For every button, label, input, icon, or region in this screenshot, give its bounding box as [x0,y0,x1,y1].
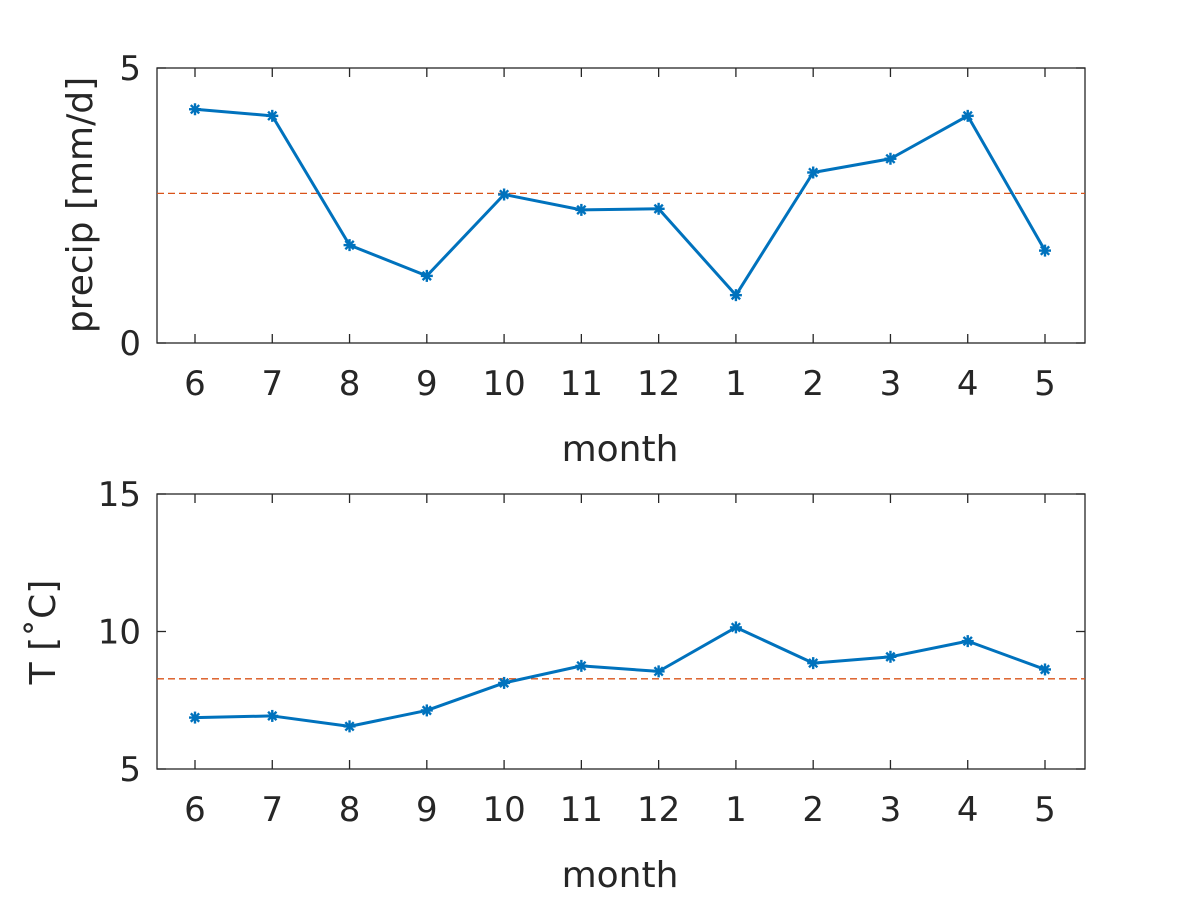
precip-data-point [420,269,433,282]
marker-stroke [962,110,973,121]
temperature-data-point [189,711,201,724]
precip-data-point [961,109,974,122]
marker-stroke [653,203,664,214]
precip-y-tick-label: 5 [119,49,141,89]
temperature-data-point [266,709,279,722]
marker-stroke [730,290,741,301]
temperature-x-ticks: 6 7 8 9 10 11 12 1 2 3 4 5 [184,494,1056,830]
precip-x-tick-label: 4 [957,364,979,404]
temperature-x-tick-label: 4 [957,790,979,830]
marker-stroke [576,204,587,215]
temperature-series-line [194,625,1046,728]
temperature-data-point [343,720,356,733]
precip-data-point [807,166,820,179]
temperature-x-tick-label: 10 [482,790,525,830]
precip-data-point [575,203,588,216]
temperature-data-point [575,659,588,672]
marker-stroke [189,712,201,723]
precip-axes-box [156,67,1086,344]
temperature-y-axis-label: T [˚C] [23,580,64,686]
temperature-x-tick-label: 6 [184,790,206,830]
precip-data-point [189,103,201,116]
temperature-x-tick-label: 12 [637,790,680,830]
marker-stroke [499,677,510,688]
marker-stroke [885,651,896,662]
precip-x-tick-label: 2 [802,364,824,404]
marker-stroke [344,240,355,251]
temperature-x-tick-label: 2 [802,790,824,830]
precip-x-tick-label: 6 [184,364,206,404]
precip-series-line [194,107,1047,297]
temperature-x-tick-label: 3 [880,790,902,830]
marker-stroke [653,666,664,677]
temperature-x-tick-label: 1 [725,790,747,830]
temperature-data-point [1039,663,1051,676]
temperature-y-tick-label: 5 [119,750,141,790]
temperature-x-axis-label: month [562,855,679,896]
precip-data-point [729,289,742,302]
precip-data-point [652,202,665,215]
temperature-x-tick-label: 9 [416,790,438,830]
precip-x-tick-label: 11 [560,364,603,404]
precip-data-point [1039,244,1051,257]
marker-stroke [885,153,896,164]
precip-y-axis-label: precip [mm/d] [60,77,101,333]
precip-x-tick-label: 12 [637,364,680,404]
marker-stroke [730,622,741,633]
marker-stroke [267,710,278,721]
marker-stroke [421,705,432,716]
precip-x-axis-label: month [562,429,679,470]
temperature-y-tick-label: 10 [98,613,141,653]
precip-x-tick-label: 10 [482,364,525,404]
precip-subplot: 05 6 7 8 9 10 11 12 1 2 3 4 5 month precip [mm/d] [60,49,1086,470]
temperature-axes-box [156,493,1086,770]
precip-x-tick-label: 7 [261,364,283,404]
precip-x-tick-label: 1 [725,364,747,404]
temperature-data-point [884,650,897,663]
precip-data-point [498,188,511,201]
marker-stroke [1039,245,1051,256]
marker-stroke [962,636,973,647]
marker-stroke [267,110,278,121]
precip-data-point [884,152,897,165]
temperature-x-tick-label: 11 [560,790,603,830]
marker-stroke [808,658,819,669]
precip-data-point [266,109,279,122]
marker-stroke [1039,664,1051,675]
temperature-x-tick-label: 7 [261,790,283,830]
temperature-data-point [652,665,665,678]
precip-x-tick-label: 5 [1034,364,1056,404]
temperature-series-group [189,621,1051,733]
precip-series-group [189,103,1051,302]
temperature-data-point [498,676,511,689]
precip-data-point [343,239,356,252]
marker-stroke [344,721,355,732]
temperature-data-point [420,704,433,717]
temperature-data-point [961,635,974,648]
precip-y-ticks: 05 [119,49,1085,364]
temperature-y-ticks: 5 10 15 [98,475,1085,790]
temperature-data-point [729,621,742,634]
marker-stroke [189,104,201,115]
precip-y-tick-label: 0 [119,324,141,364]
precip-x-tick-label: 8 [339,364,361,404]
precip-x-tick-label: 9 [416,364,438,404]
marker-stroke [421,270,432,281]
temperature-x-tick-label: 5 [1034,790,1056,830]
temperature-x-tick-label: 8 [339,790,361,830]
temperature-data-point [807,657,820,670]
precip-x-ticks: 6 7 8 9 10 11 12 1 2 3 4 5 [184,68,1056,404]
marker-stroke [808,167,819,178]
precip-x-tick-label: 3 [880,364,902,404]
marker-stroke [576,660,587,671]
temperature-y-tick-label: 15 [98,475,141,515]
marker-stroke [499,189,510,200]
